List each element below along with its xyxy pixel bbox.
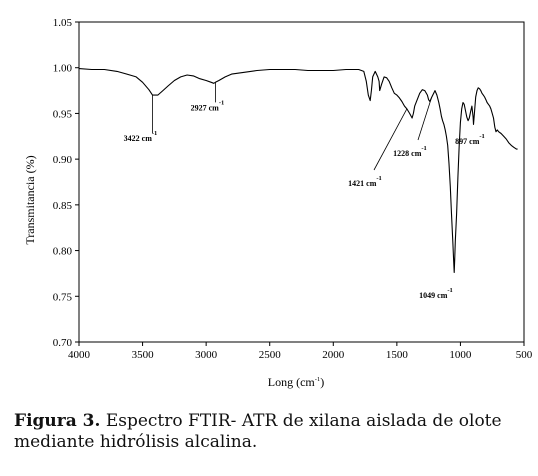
- x-tick-label: 1500: [386, 349, 409, 361]
- y-tick-label: 1.05: [53, 17, 73, 29]
- x-axis-title-close: ): [320, 375, 324, 389]
- spectrum-line: [78, 68, 518, 274]
- peak-label-text: 1228 cm: [393, 149, 422, 158]
- caption-text: Espectro FTIR- ATR de xilana aislada de …: [14, 411, 502, 452]
- ftir-chart: 4000 3500 3000 2500 2000 1500 1000 500 1.05 1.00 0…: [23, 17, 533, 389]
- peak-label: 1421 cm-1: [348, 175, 382, 188]
- peak-label-sup: -1: [152, 130, 157, 137]
- y-tick-label: 0.90: [53, 154, 73, 166]
- peak-label-sup: -1: [447, 287, 452, 294]
- peak-label: 1049 cm-1: [419, 287, 453, 300]
- annotation-leader: [417, 97, 432, 141]
- y-tick-label: 0.95: [53, 108, 73, 120]
- peak-label-text: 1421 cm: [348, 179, 377, 188]
- peak-label-text: 1049 cm: [419, 291, 448, 300]
- x-tick-label: 500: [516, 349, 533, 361]
- y-tick-label: 0.80: [53, 246, 73, 258]
- peak-label-sup: -1: [376, 175, 381, 182]
- spectrum-series: [78, 68, 518, 274]
- x-tick-label: 4000: [68, 349, 91, 361]
- y-tick-label: 0.75: [53, 291, 73, 303]
- x-tick-label: 3000: [195, 349, 218, 361]
- y-tick-label: 0.70: [53, 337, 73, 349]
- peak-label-text: 2927 cm: [191, 103, 220, 112]
- caption-label: Figura 3.: [14, 411, 101, 431]
- x-axis-title: Long (cm-1): [268, 375, 324, 389]
- y-axis-title: Transmitancia (%): [23, 155, 37, 244]
- peak-label: 2927 cm-1: [191, 99, 225, 112]
- peak-label-text: 897 cm: [455, 137, 480, 146]
- y-tick-label: 0.85: [53, 200, 73, 212]
- peak-label-sup: -1: [219, 99, 224, 106]
- peak-label: 1228 cm-1: [393, 145, 427, 158]
- x-axis-title-sup: -1: [315, 376, 320, 383]
- plot-axes: [78, 21, 525, 343]
- x-tick-label: 3500: [132, 349, 155, 361]
- peak-label-sup: -1: [421, 145, 426, 152]
- peak-label-text: 3422 cm: [124, 134, 153, 143]
- peak-label: 897 cm-1: [455, 133, 485, 146]
- x-tick-label: 1000: [449, 349, 472, 361]
- peak-label-sup: -1: [479, 133, 484, 140]
- plot-frame: [78, 21, 525, 343]
- peak-label: 3422 cm-1: [124, 130, 158, 143]
- figure-caption: Figura 3. Espectro FTIR- ATR de xilana a…: [14, 411, 534, 453]
- y-tick-label: 1.00: [53, 63, 73, 75]
- x-tick-label: 2500: [259, 349, 282, 361]
- x-tick-label: 2000: [322, 349, 345, 361]
- x-axis-title-main: Long (cm: [268, 375, 316, 389]
- annotation-leader: [373, 108, 408, 171]
- axis-ticks: 4000 3500 3000 2500 2000 1500 1000 500 1.05 1.00 0…: [53, 17, 533, 361]
